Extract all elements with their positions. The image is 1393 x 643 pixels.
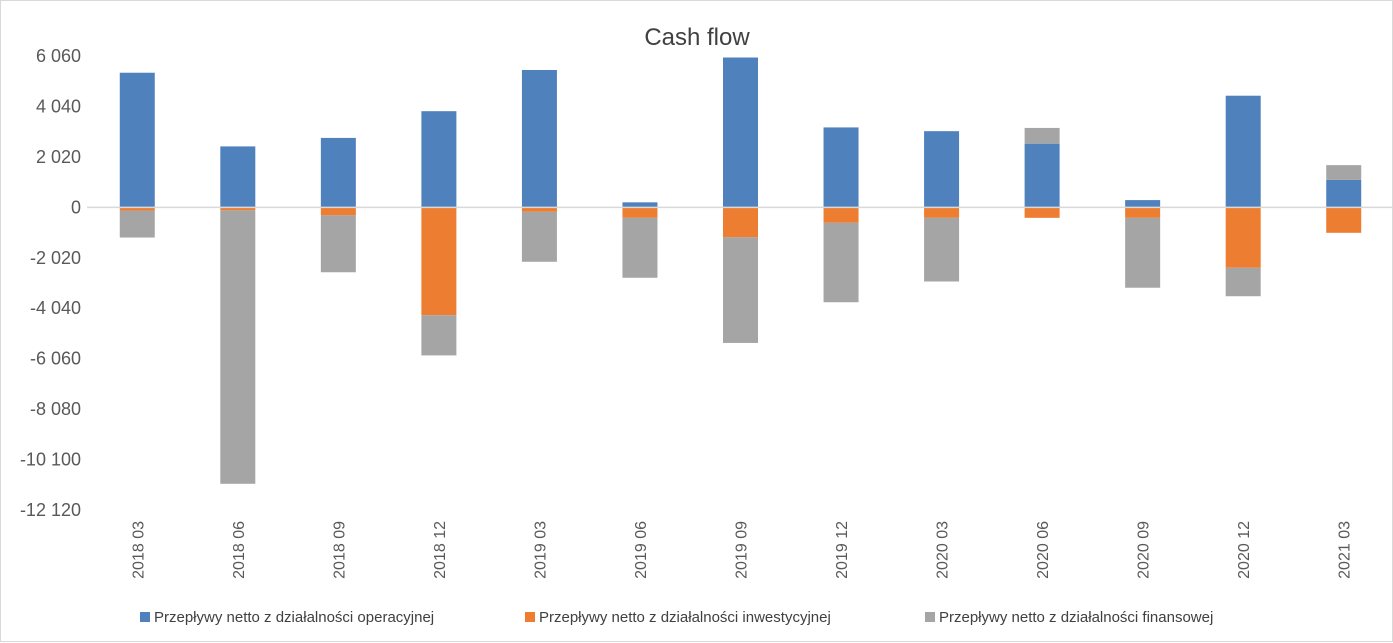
- bars-layer: [119, 57, 1362, 484]
- bar-series1-2019-06: [622, 202, 658, 208]
- bar-series2-2018-06: [220, 207, 256, 211]
- y-tick-label: 0: [71, 197, 81, 217]
- x-tick-label: 2020 03: [935, 521, 952, 579]
- bar-series1-2019-03: [521, 69, 557, 208]
- x-tick-label: 2019 03: [532, 521, 549, 579]
- bar-series1-2020-03: [924, 131, 960, 208]
- y-tick-label: 4 040: [36, 96, 81, 116]
- bar-series2-2018-09: [320, 207, 356, 216]
- legend-swatch-1: [140, 612, 150, 622]
- x-tick-label: 2018 12: [432, 521, 449, 579]
- bar-series2-2019-06: [622, 207, 658, 218]
- bar-series1-2018-12: [421, 111, 457, 208]
- x-tick-label: 2020 12: [1236, 521, 1253, 579]
- bar-series2-2020-06: [1024, 207, 1060, 218]
- bar-series3-2018-03: [119, 210, 155, 238]
- bar-series1-2018-06: [220, 146, 256, 208]
- bar-series3-2021-03: [1326, 165, 1362, 180]
- bar-series1-2020-06: [1024, 143, 1060, 208]
- bar-series1-2018-09: [320, 137, 356, 208]
- y-tick-label: -8 080: [30, 399, 81, 419]
- x-tick-label: 2018 03: [130, 521, 147, 579]
- bar-series2-2019-03: [521, 207, 557, 212]
- y-axis: 6 060 4 040 2 020 0 -2 020 -4 040 -6 060 -8 080…: [20, 46, 1393, 520]
- bar-series3-2020-06: [1024, 127, 1060, 144]
- legend: Przepływy netto z działalności operacyjn…: [140, 609, 1213, 626]
- bar-series1-2020-09: [1125, 200, 1161, 208]
- bar-series3-2020-09: [1125, 217, 1161, 288]
- x-tick-label: 2019 06: [633, 521, 650, 579]
- bar-series1-2021-03: [1326, 179, 1362, 208]
- bar-series2-2019-09: [723, 207, 758, 238]
- bar-series1-2018-03: [119, 72, 155, 208]
- y-tick-label: 6 060: [36, 46, 81, 66]
- x-tick-label: 2019 12: [834, 521, 851, 579]
- x-tick-label: 2020 06: [1035, 521, 1052, 579]
- legend-label-2: Przepływy netto z działalności inwestycy…: [539, 609, 831, 626]
- y-tick-label: -6 060: [30, 349, 81, 369]
- y-tick-label: -10 100: [20, 450, 81, 470]
- x-tick-label: 2018 06: [231, 521, 248, 579]
- bar-series3-2020-03: [924, 217, 960, 282]
- y-tick-label: -2 020: [30, 248, 81, 268]
- bar-series1-2019-12: [823, 127, 859, 208]
- bar-series3-2019-12: [823, 222, 859, 303]
- x-axis: 2018 03 2018 06 2018 09 2018 12 2019 03 2019 …: [130, 521, 1353, 579]
- bar-series3-2018-06: [220, 210, 256, 484]
- x-tick-label: 2021 03: [1337, 521, 1354, 579]
- bar-series2-2018-12: [421, 207, 457, 316]
- bar-series2-2019-12: [823, 207, 859, 223]
- bar-series3-2020-12: [1225, 267, 1261, 297]
- legend-swatch-2: [525, 612, 535, 622]
- chart-title: Cash flow: [644, 24, 750, 51]
- bar-series2-2020-12: [1225, 207, 1261, 268]
- bar-series2-2020-09: [1125, 207, 1161, 218]
- bar-series3-2018-09: [320, 215, 356, 273]
- legend-label-3: Przepływy netto z działalności finansowe…: [939, 609, 1213, 626]
- bar-series2-2021-03: [1326, 207, 1362, 233]
- y-tick-label: 2 020: [36, 147, 81, 167]
- legend-label-1: Przepływy netto z działalności operacyjn…: [154, 609, 434, 626]
- x-tick-label: 2020 09: [1136, 521, 1153, 579]
- x-tick-label: 2018 09: [331, 521, 348, 579]
- bar-series1-2020-12: [1225, 95, 1261, 208]
- bar-series2-2018-03: [119, 207, 155, 211]
- bar-series1-2019-09: [723, 57, 758, 208]
- bar-series3-2018-12: [421, 315, 457, 356]
- legend-swatch-3: [925, 612, 935, 622]
- bar-series3-2019-03: [521, 211, 557, 262]
- bar-series3-2019-06: [622, 217, 658, 278]
- x-tick-label: 2019 09: [734, 521, 751, 579]
- bar-series2-2020-03: [924, 207, 960, 218]
- y-tick-label: -12 120: [20, 500, 81, 520]
- y-tick-label: -4 040: [30, 298, 81, 318]
- bar-series3-2019-09: [723, 237, 758, 343]
